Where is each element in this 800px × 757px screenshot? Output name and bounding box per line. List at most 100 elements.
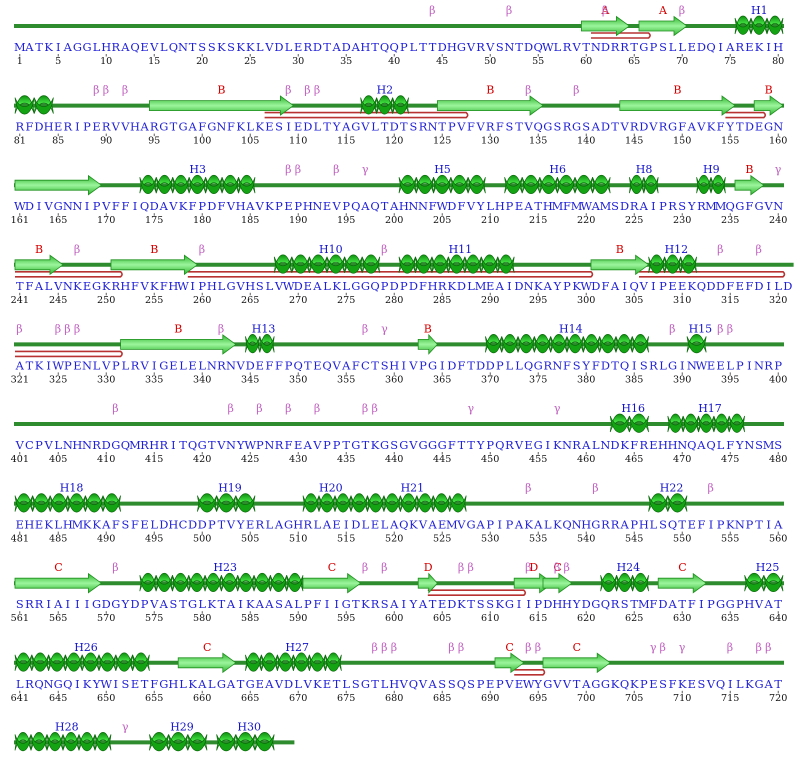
helix-coil [102, 495, 121, 513]
strand-arrow [437, 95, 544, 116]
residue-letter: N [178, 40, 188, 54]
beta-turn-symbol: β [506, 4, 512, 17]
residue-letter: Q [706, 40, 715, 54]
residue-number: 170 [97, 215, 115, 226]
residue-letter: G [159, 677, 168, 691]
residue-letter: F [630, 438, 638, 452]
residue-number: 680 [385, 693, 403, 704]
strand-arrow [619, 95, 736, 116]
residue-letter: P [746, 518, 754, 532]
strand-label: D [529, 561, 538, 574]
residue-number: 585 [241, 613, 259, 624]
residue-letter: F [285, 438, 293, 452]
residue-letter: Y [236, 518, 245, 532]
residue-letter: R [256, 518, 265, 532]
strand-arrow [149, 95, 295, 116]
residue-letter: H [389, 677, 399, 691]
residue-letter: T [467, 597, 475, 611]
residue-letter: D [476, 358, 485, 372]
residue-letter: Q [601, 597, 610, 611]
residue-letter: V [149, 597, 159, 611]
beta-turn-symbol: β [717, 322, 723, 335]
residue-letter: M [705, 199, 717, 213]
residue-number: 415 [145, 454, 163, 465]
residue-letter: H [293, 518, 303, 532]
residue-letter: P [448, 120, 456, 134]
residue-letter: A [283, 597, 293, 611]
residue-letter: N [524, 279, 534, 293]
residue-letter: D [313, 40, 322, 54]
residue-letter: V [571, 40, 581, 54]
residue-letter: P [630, 518, 638, 532]
residue-number: 105 [241, 136, 259, 147]
residue-letter: T [630, 597, 638, 611]
residue-letter: P [774, 358, 782, 372]
helix-coil [467, 177, 486, 195]
residue-number: 555 [721, 534, 739, 545]
residue-number: 140 [577, 136, 595, 147]
helix-coil [710, 177, 726, 195]
residue-letter: C [361, 358, 370, 372]
residue-letter: F [131, 518, 139, 532]
helix-coil [286, 575, 304, 593]
residue-letter: V [216, 438, 226, 452]
residue-letter: R [64, 120, 73, 134]
residue-letter: F [112, 199, 120, 213]
residue-number: 200 [385, 215, 403, 226]
residue-number: 370 [481, 374, 499, 385]
strand-arrow [657, 572, 707, 594]
residue-letter: A [389, 518, 399, 532]
residue-letter: L [208, 677, 216, 691]
residue-letter: P [419, 358, 427, 372]
residue-number: 50 [484, 56, 496, 67]
residue-letter: G [217, 677, 226, 691]
residue-letter: H [168, 677, 178, 691]
residue-letter: N [63, 438, 73, 452]
residue-letter: V [485, 40, 495, 54]
residue-letter: G [601, 677, 610, 691]
strand-label: B [745, 163, 753, 176]
residue-letter: C [179, 518, 188, 532]
residue-letter: E [486, 677, 494, 691]
helix-label: H26 [74, 641, 98, 654]
residue-letter: G [543, 120, 552, 134]
hairpin-loop [264, 111, 469, 119]
beta-turn-symbol: β [458, 641, 464, 654]
residue-letter: I [622, 279, 627, 293]
residue-letter: W [580, 279, 592, 293]
residue-letter: D [716, 279, 725, 293]
residue-letter: S [678, 199, 686, 213]
beta-turn-symbol: β [112, 561, 118, 574]
residue-letter: T [237, 677, 245, 691]
residue-letter: F [601, 279, 609, 293]
residue-number: 365 [433, 374, 451, 385]
residue-number: 335 [145, 374, 163, 385]
helix-label: H10 [319, 243, 343, 256]
helix-label: H11 [449, 243, 473, 256]
residue-number: 720 [769, 693, 787, 704]
residue-letter: T [333, 677, 341, 691]
residue-letter: D [447, 597, 456, 611]
row-3: BH3 H5 H6 H8 H9β β β γ γW D I V G N N I P V F F I Q D A V K F P D F V H… [11, 163, 788, 226]
residue-letter: T [400, 120, 408, 134]
residue-letter: V [264, 40, 274, 54]
residue-letter: L [592, 438, 600, 452]
residue-letter: K [246, 597, 255, 611]
residue-letter: F [726, 438, 734, 452]
residue-letter: S [496, 40, 504, 54]
residue-letter: D [706, 279, 715, 293]
residue-number: 560 [769, 534, 787, 545]
residue-number: 70 [676, 56, 688, 67]
residue-letter: I [546, 438, 551, 452]
residue-letter: M [14, 40, 26, 54]
residue-letter: I [334, 597, 339, 611]
residue-number: 210 [481, 215, 499, 226]
residue-letter: A [533, 518, 543, 532]
residue-letter: P [198, 199, 206, 213]
residue-letter: P [736, 358, 744, 372]
residue-letter: L [122, 358, 130, 372]
residue-letter: R [25, 597, 34, 611]
residue-letter: Q [630, 279, 639, 293]
residue-letter: V [274, 677, 284, 691]
residue-number: 460 [577, 454, 595, 465]
